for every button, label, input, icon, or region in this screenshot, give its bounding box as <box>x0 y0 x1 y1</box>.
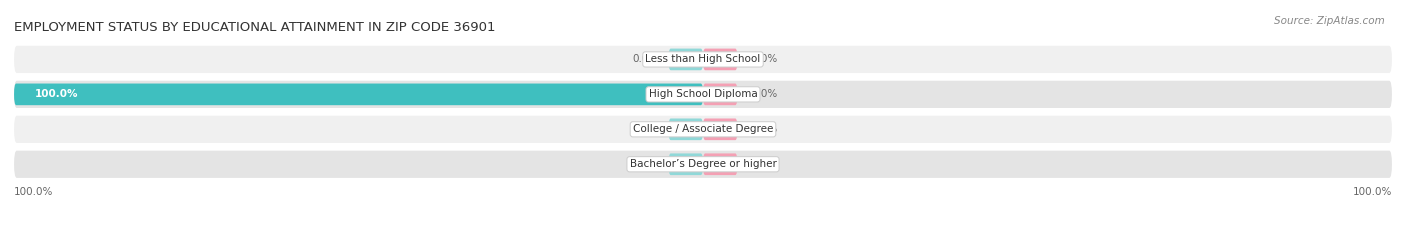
Text: 0.0%: 0.0% <box>751 124 778 134</box>
Text: 0.0%: 0.0% <box>631 55 658 64</box>
Text: 0.0%: 0.0% <box>751 55 778 64</box>
FancyBboxPatch shape <box>14 84 703 105</box>
Text: 0.0%: 0.0% <box>631 159 658 169</box>
Legend: In Labor Force, Unemployed: In Labor Force, Unemployed <box>600 231 806 233</box>
FancyBboxPatch shape <box>703 84 738 105</box>
Text: 100.0%: 100.0% <box>14 187 53 197</box>
FancyBboxPatch shape <box>669 49 703 70</box>
FancyBboxPatch shape <box>703 154 738 175</box>
FancyBboxPatch shape <box>14 46 1392 73</box>
FancyBboxPatch shape <box>703 118 738 140</box>
Text: Source: ZipAtlas.com: Source: ZipAtlas.com <box>1274 16 1385 26</box>
Text: 0.0%: 0.0% <box>751 89 778 99</box>
Text: 0.0%: 0.0% <box>631 124 658 134</box>
Text: Bachelor’s Degree or higher: Bachelor’s Degree or higher <box>630 159 776 169</box>
Text: EMPLOYMENT STATUS BY EDUCATIONAL ATTAINMENT IN ZIP CODE 36901: EMPLOYMENT STATUS BY EDUCATIONAL ATTAINM… <box>14 21 495 34</box>
Text: 100.0%: 100.0% <box>35 89 79 99</box>
Text: 0.0%: 0.0% <box>751 159 778 169</box>
Text: College / Associate Degree: College / Associate Degree <box>633 124 773 134</box>
Text: High School Diploma: High School Diploma <box>648 89 758 99</box>
FancyBboxPatch shape <box>703 49 738 70</box>
Text: Less than High School: Less than High School <box>645 55 761 64</box>
FancyBboxPatch shape <box>669 118 703 140</box>
Text: 100.0%: 100.0% <box>1353 187 1392 197</box>
FancyBboxPatch shape <box>14 116 1392 143</box>
FancyBboxPatch shape <box>669 154 703 175</box>
FancyBboxPatch shape <box>14 151 1392 178</box>
FancyBboxPatch shape <box>14 81 1392 108</box>
